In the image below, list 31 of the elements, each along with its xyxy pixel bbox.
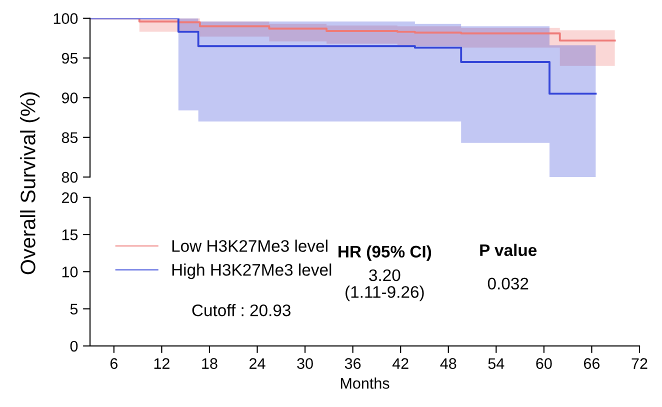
- x-tick-label: 72: [632, 358, 648, 369]
- x-tick-label: 48: [440, 358, 456, 369]
- x-tick-label: 42: [392, 358, 408, 369]
- x-tick-label: 6: [110, 358, 118, 369]
- x-tick-label: 60: [536, 358, 552, 369]
- y-tick-label: 0: [70, 340, 78, 352]
- y-tick-label: 100: [54, 13, 78, 24]
- y-tick-label: 15: [62, 230, 78, 240]
- x-tick-label: 66: [584, 358, 600, 369]
- annotation: 0.032: [488, 278, 528, 290]
- y-tick-label: 85: [62, 132, 78, 144]
- x-tick-label: 18: [202, 358, 218, 369]
- y-tick-label: 95: [62, 52, 78, 64]
- legend-label: Low H3K27Me3 level: [172, 240, 328, 252]
- x-tick-label: 36: [344, 358, 361, 369]
- annotation: 3.20 (1.11-9.26): [346, 269, 424, 302]
- y-tick-label: 20: [62, 192, 78, 204]
- y-axis-title: Overall Survival (%): [20, 92, 40, 274]
- annotation: P value: [480, 244, 537, 256]
- x-tick-label: 30: [297, 358, 313, 369]
- x-tick-label: 12: [154, 358, 170, 369]
- y-tick-label: 80: [62, 172, 78, 183]
- y-tick-label: 90: [62, 92, 78, 104]
- annotation: Cutoff : 20.93: [192, 304, 290, 316]
- x-tick-label: 54: [488, 358, 504, 369]
- y-tick-label: 10: [62, 266, 78, 278]
- legend-label: High H3K27Me3 level: [172, 264, 332, 280]
- y-tick-label: 5: [70, 304, 78, 314]
- x-axis-title: Months: [340, 378, 390, 389]
- annotation: HR (95% CI): [338, 245, 432, 261]
- x-tick-label: 24: [250, 358, 266, 369]
